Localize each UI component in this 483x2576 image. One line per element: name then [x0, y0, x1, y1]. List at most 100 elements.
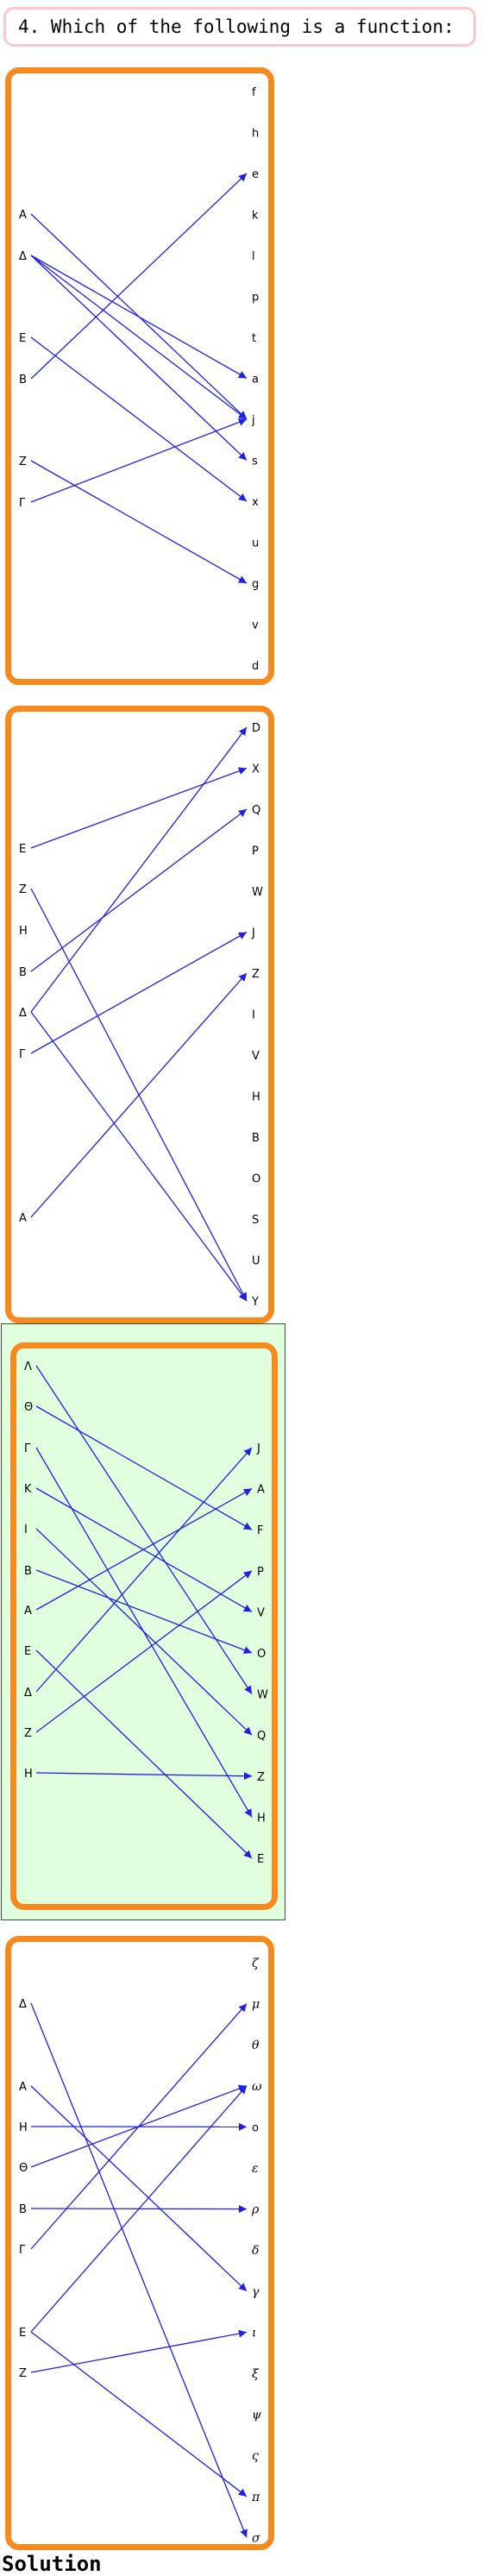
codomain-element-label: U [252, 1255, 260, 1268]
domain-element-label: Γ [19, 497, 26, 510]
codomain-element-label: s [252, 456, 258, 468]
mapping-arrow [30, 726, 248, 1013]
codomain-element-label: ς [252, 2449, 259, 2463]
codomain-element-label: h [252, 128, 259, 141]
mapping-arrow [35, 1488, 253, 1611]
codomain-element-label: u [252, 537, 259, 550]
codomain-element-label: A [257, 1484, 265, 1497]
domain-element-label: Z [19, 883, 27, 896]
codomain-element-label: B [252, 1132, 260, 1145]
codomain-element-label: p [252, 292, 259, 305]
codomain-element-label: I [252, 1009, 255, 1022]
domain-element-label: I [24, 1524, 28, 1536]
codomain-element-label: x [252, 496, 259, 509]
mapping-arrow [30, 460, 248, 584]
codomain-element-label: P [257, 1566, 264, 1579]
codomain-element-label: H [257, 1812, 266, 1825]
diagram-panel-3[interactable] [10, 1342, 278, 1910]
codomain-element-label: F [257, 1524, 263, 1537]
mapping-arrow [35, 1649, 253, 1859]
codomain-element-label: O [257, 1648, 266, 1661]
diagram-panel-1[interactable] [5, 67, 274, 685]
domain-element-label: A [19, 209, 27, 222]
codomain-element-label: W [257, 1689, 268, 1702]
mapping-arrow [30, 254, 248, 380]
domain-element-label: H [19, 2121, 28, 2134]
mapping-arrow [35, 1405, 253, 1530]
mapping-arrow [30, 972, 248, 1218]
domain-element-label: Λ [24, 1360, 32, 1373]
mapping-arrow [30, 767, 248, 849]
codomain-element-label: ι [252, 2326, 257, 2340]
question-text: 4. Which of the following is a function: [3, 7, 476, 47]
codomain-element-label: j [251, 414, 255, 427]
mapping-arrow [30, 2085, 248, 2292]
diagram-panel-4[interactable] [5, 1936, 274, 2550]
codomain-element-label: Y [251, 1296, 259, 1309]
domain-element-label: E [19, 332, 26, 345]
codomain-element-label: σ [252, 2531, 260, 2545]
codomain-element-label: E [257, 1853, 264, 1866]
codomain-element-label: o [252, 2121, 259, 2134]
codomain-element-label: π [251, 2491, 260, 2504]
domain-element-label: Δ [19, 1998, 27, 2011]
mapping-arrow [35, 1447, 253, 1693]
mapping-arrow [30, 173, 248, 380]
diagram-panel-2[interactable] [5, 706, 274, 1323]
domain-element-label: A [24, 1605, 32, 1618]
codomain-element-label: l [252, 250, 255, 263]
domain-element-label: Z [24, 1727, 32, 1740]
domain-element-label: H [19, 925, 28, 938]
codomain-element-label: ψ [252, 2409, 262, 2422]
mapping-arrow [35, 1772, 253, 1781]
codomain-element-label: Q [252, 804, 260, 817]
mapping-arrow [35, 1570, 253, 1733]
mapping-arrow [30, 336, 248, 502]
mapping-arrow [30, 2085, 248, 2333]
codomain-element-label: P [252, 845, 259, 858]
domain-element-label: B [24, 1565, 32, 1578]
domain-element-label: Θ [19, 2162, 28, 2175]
domain-element-label: B [19, 966, 27, 979]
domain-element-label: E [24, 1645, 31, 1658]
mapping-arrow [30, 2003, 248, 2250]
mapping-arrow [30, 931, 248, 1054]
codomain-element-label: δ [252, 2244, 259, 2258]
codomain-element-label: O [252, 1173, 260, 1186]
mapping-arrow [35, 1569, 253, 1654]
codomain-element-label: X [252, 763, 260, 776]
mapping-arrow [30, 418, 248, 503]
domain-element-label: E [19, 843, 26, 856]
domain-element-label: Θ [24, 1401, 33, 1414]
domain-element-label: Z [19, 2367, 27, 2380]
codomain-element-label: γ [252, 2285, 260, 2299]
domain-element-label: K [24, 1483, 32, 1496]
mapping-arrow [30, 2331, 248, 2497]
codomain-element-label: D [252, 722, 260, 735]
domain-element-label: H [24, 1768, 33, 1781]
solution-heading: Solution [2, 2552, 102, 2576]
codomain-element-label: ε [252, 2162, 259, 2176]
domain-element-label: B [19, 2203, 27, 2216]
mapping-arrow [30, 254, 248, 461]
domain-element-label: E [19, 2327, 26, 2340]
codomain-element-label: θ [252, 2039, 260, 2052]
mapping-arrow [30, 1011, 248, 1302]
codomain-element-label: f [252, 86, 256, 99]
codomain-element-label: k [252, 210, 259, 223]
domain-element-label: Z [19, 456, 27, 468]
domain-element-label: Δ [19, 1007, 27, 1020]
codomain-element-label: d [252, 660, 259, 673]
domain-element-label: Δ [19, 250, 27, 263]
mapping-arrow [35, 1487, 253, 1612]
codomain-element-label: ω [252, 2080, 262, 2094]
codomain-element-label: e [252, 168, 259, 181]
codomain-element-label: H [252, 1091, 260, 1104]
mapping-arrow [35, 1528, 253, 1736]
codomain-element-label: ρ [251, 2203, 260, 2217]
domain-element-label: Γ [24, 1442, 31, 1455]
mapping-arrow [30, 808, 248, 972]
correct-answer-highlight [1, 1323, 285, 1920]
codomain-element-label: J [251, 927, 255, 940]
